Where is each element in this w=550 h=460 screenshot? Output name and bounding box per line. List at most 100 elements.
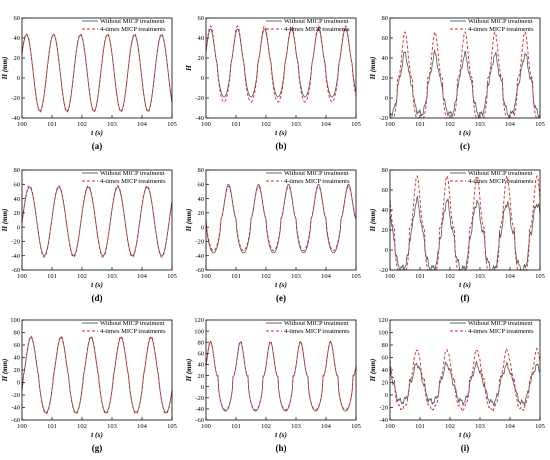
y-tick-label: 40	[382, 367, 389, 374]
x-axis-label: t (s)	[459, 280, 471, 289]
x-tick-label: 100	[385, 273, 395, 280]
x-tick-label: 102	[77, 121, 87, 128]
x-tick-label: 100	[17, 423, 27, 430]
x-tick-label: 105	[351, 273, 361, 280]
y-tick-label: -20	[379, 115, 388, 122]
x-tick-label: 105	[167, 423, 177, 430]
plot-frame	[205, 169, 357, 271]
x-tick-label: 101	[415, 423, 425, 430]
panel-e: 100 101 102 103 104 105 -60 -40 -20 0 20 40 60 80 t (s…	[185, 167, 361, 303]
panel-g: 100 101 102 103 104 105 -60 -40 -20 0 20 40 60 80 100 t…	[1, 317, 177, 453]
panel-label: (b)	[276, 141, 287, 151]
x-axis-label: t (s)	[275, 280, 287, 289]
y-tick-label: 60	[382, 187, 389, 194]
y-tick-label: 80	[198, 339, 205, 346]
y-tick-label: -20	[379, 267, 388, 274]
x-tick-label: 104	[321, 121, 332, 128]
y-tick-label: 40	[14, 35, 21, 42]
y-tick-label: 40	[382, 55, 389, 62]
y-tick-label: -40	[195, 115, 204, 122]
x-axis-label: t (s)	[91, 280, 103, 289]
y-tick-label: 40	[14, 355, 21, 362]
y-tick-label: -20	[11, 392, 20, 399]
y-tick-label: 20	[382, 380, 389, 387]
y-axis-label: H (mm)	[185, 359, 193, 383]
legend-label: Without MICP treatment	[100, 170, 165, 177]
panel-label: (a)	[92, 141, 103, 151]
series-line-four-times-micp	[205, 185, 357, 252]
x-tick-label: 103	[475, 273, 485, 280]
y-tick-label: 80	[382, 15, 389, 22]
y-tick-label: -40	[379, 417, 388, 424]
y-tick-label: -20	[195, 239, 204, 246]
series-line-four-times-micp	[205, 25, 357, 103]
panel-i: 100 101 102 103 104 105 -40 -20 0 20 40 60 80 100 120 t…	[369, 317, 545, 453]
legend-label: Without MICP treatment	[468, 170, 533, 177]
y-axis-label: H (mm)	[1, 57, 9, 81]
x-tick-label: 101	[415, 121, 425, 128]
y-tick-label: 0	[201, 384, 204, 391]
y-tick-label: -20	[379, 405, 388, 412]
x-tick-label: 102	[261, 121, 271, 128]
x-tick-label: 105	[351, 121, 361, 128]
x-tick-label: 105	[351, 423, 361, 430]
x-tick-label: 102	[261, 273, 271, 280]
x-tick-label: 104	[137, 423, 148, 430]
x-axis-label: t (s)	[275, 430, 287, 439]
x-tick-label: 100	[17, 121, 27, 128]
x-tick-label: 103	[475, 423, 485, 430]
y-tick-label: 20	[198, 210, 205, 217]
x-tick-label: 105	[167, 273, 177, 280]
y-tick-label: 0	[385, 247, 388, 254]
x-tick-label: 105	[167, 121, 177, 128]
y-tick-label: 0	[17, 224, 20, 231]
y-tick-label: -40	[11, 115, 20, 122]
x-tick-label: 101	[231, 423, 241, 430]
y-tick-label: 60	[382, 355, 389, 362]
series-line-without-micp	[21, 186, 173, 257]
y-tick-label: 20	[14, 367, 21, 374]
panel-f: 100 101 102 103 104 105 -20 0 20 40 60 80 t (s) H (mm…	[369, 167, 545, 303]
y-tick-label: 20	[198, 55, 205, 62]
series-line-four-times-micp	[21, 335, 173, 415]
x-tick-label: 104	[321, 273, 332, 280]
y-tick-label: 20	[14, 210, 21, 217]
x-tick-label: 102	[261, 423, 271, 430]
series-line-without-micp	[21, 337, 173, 413]
y-tick-label: -20	[195, 395, 204, 402]
y-axis-label: H (mm)	[369, 57, 377, 81]
y-tick-label: 100	[10, 317, 20, 324]
y-tick-label: 20	[382, 227, 389, 234]
x-tick-label: 100	[201, 423, 211, 430]
x-axis-label: t (s)	[91, 128, 103, 137]
y-tick-label: 60	[14, 342, 21, 349]
y-tick-label: 40	[382, 207, 389, 214]
x-tick-label: 104	[137, 273, 148, 280]
y-tick-label: 40	[14, 196, 21, 203]
x-tick-label: 103	[291, 121, 301, 128]
y-tick-label: 40	[198, 196, 205, 203]
x-tick-label: 100	[201, 121, 211, 128]
x-tick-label: 104	[505, 273, 516, 280]
x-tick-label: 102	[445, 121, 455, 128]
legend-label: 4-times MICP treatments	[284, 178, 350, 185]
y-tick-label: 60	[198, 351, 205, 358]
panel-h: 100 101 102 103 104 105 -60 -40 -20 0 20 40 60 80 100 1…	[185, 317, 361, 453]
plot-frame	[21, 17, 173, 119]
y-tick-label: -20	[11, 95, 20, 102]
panel-c: 100 101 102 103 104 105 -20 0 20 40 60 80 t (s) H (mm…	[369, 15, 545, 151]
y-axis-label: H (mm)	[369, 209, 377, 233]
plot-frame	[205, 17, 357, 119]
y-tick-label: 120	[378, 317, 388, 324]
panel-a: 100 101 102 103 104 105 -40 -20 0 20 40 60 t (s) H (m…	[1, 15, 177, 151]
x-tick-label: 100	[201, 273, 211, 280]
legend-label: 4-times MICP treatments	[100, 328, 166, 335]
series-line-without-micp	[21, 34, 173, 112]
y-tick-label: 20	[198, 373, 205, 380]
series-line-without-micp	[389, 195, 541, 272]
x-tick-label: 100	[385, 423, 395, 430]
y-tick-label: 0	[201, 75, 204, 82]
y-tick-label: 100	[378, 330, 388, 337]
y-tick-label: 0	[17, 380, 20, 387]
legend-label: Without MICP treatment	[100, 320, 165, 327]
